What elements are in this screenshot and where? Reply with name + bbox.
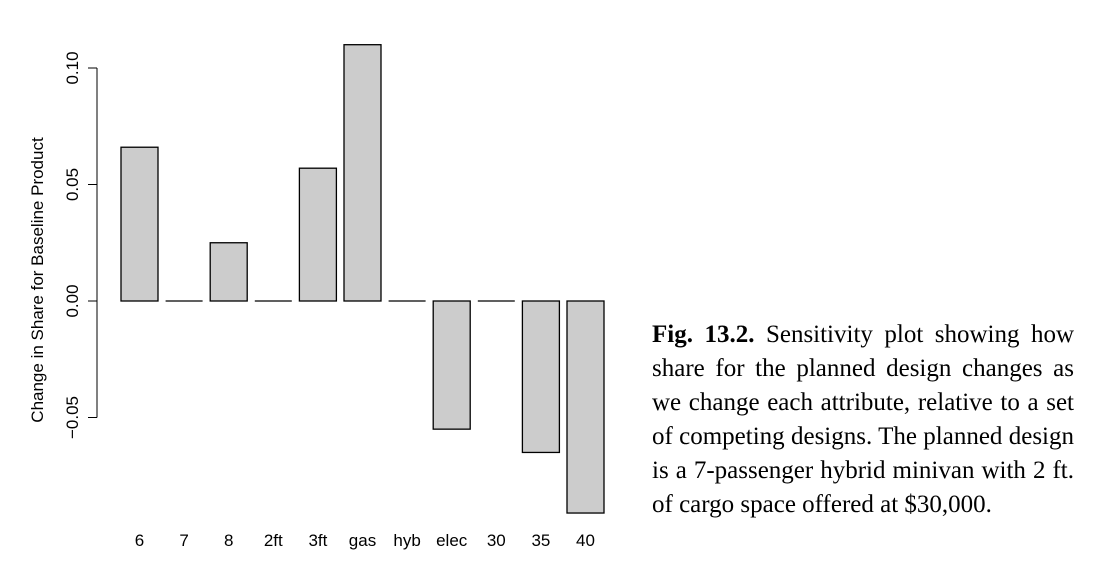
x-tick-label-elec: elec (436, 531, 468, 550)
x-tick-label-35: 35 (531, 531, 550, 550)
y-tick-label: 0.00 (63, 284, 82, 317)
x-tick-label-gas: gas (349, 531, 376, 550)
bars-group (120, 44, 605, 514)
bar-8 (209, 242, 248, 302)
figure-label: Fig. 13.2. (652, 321, 755, 348)
figure-caption: Fig. 13.2. Sensitivity plot showing how … (652, 318, 1074, 522)
x-tick-label-8: 8 (224, 531, 233, 550)
bar-40 (566, 300, 605, 514)
y-tick-label: −0.05 (63, 396, 82, 439)
caption-text: Sensitivity plot showing how share for t… (652, 321, 1075, 518)
bar-gas (343, 44, 382, 302)
y-axis: −0.05 0.00 0.05 0.10 (63, 51, 98, 439)
bar-chart: −0.05 0.00 0.05 0.10 6 7 8 2ft 3ft gas hyb elec 30 3… (28, 44, 605, 550)
x-tick-label-3ft: 3ft (308, 531, 327, 550)
y-tick-label: 0.05 (63, 168, 82, 201)
x-tick-label-40: 40 (576, 531, 595, 550)
y-tick-label: 0.10 (63, 51, 82, 84)
bar-elec (432, 300, 471, 430)
x-tick-label-2ft: 2ft (264, 531, 283, 550)
x-tick-label-6: 6 (135, 531, 144, 550)
x-tick-labels: 6 7 8 2ft 3ft gas hyb elec 30 35 40 (135, 531, 595, 550)
bar-3ft (298, 167, 338, 302)
x-tick-label-hyb: hyb (393, 531, 420, 550)
bar-6 (120, 146, 159, 302)
y-axis-label: Change in Share for Baseline Product (28, 137, 47, 423)
x-tick-label-30: 30 (487, 531, 506, 550)
bar-35 (521, 300, 561, 454)
x-tick-label-7: 7 (179, 531, 188, 550)
